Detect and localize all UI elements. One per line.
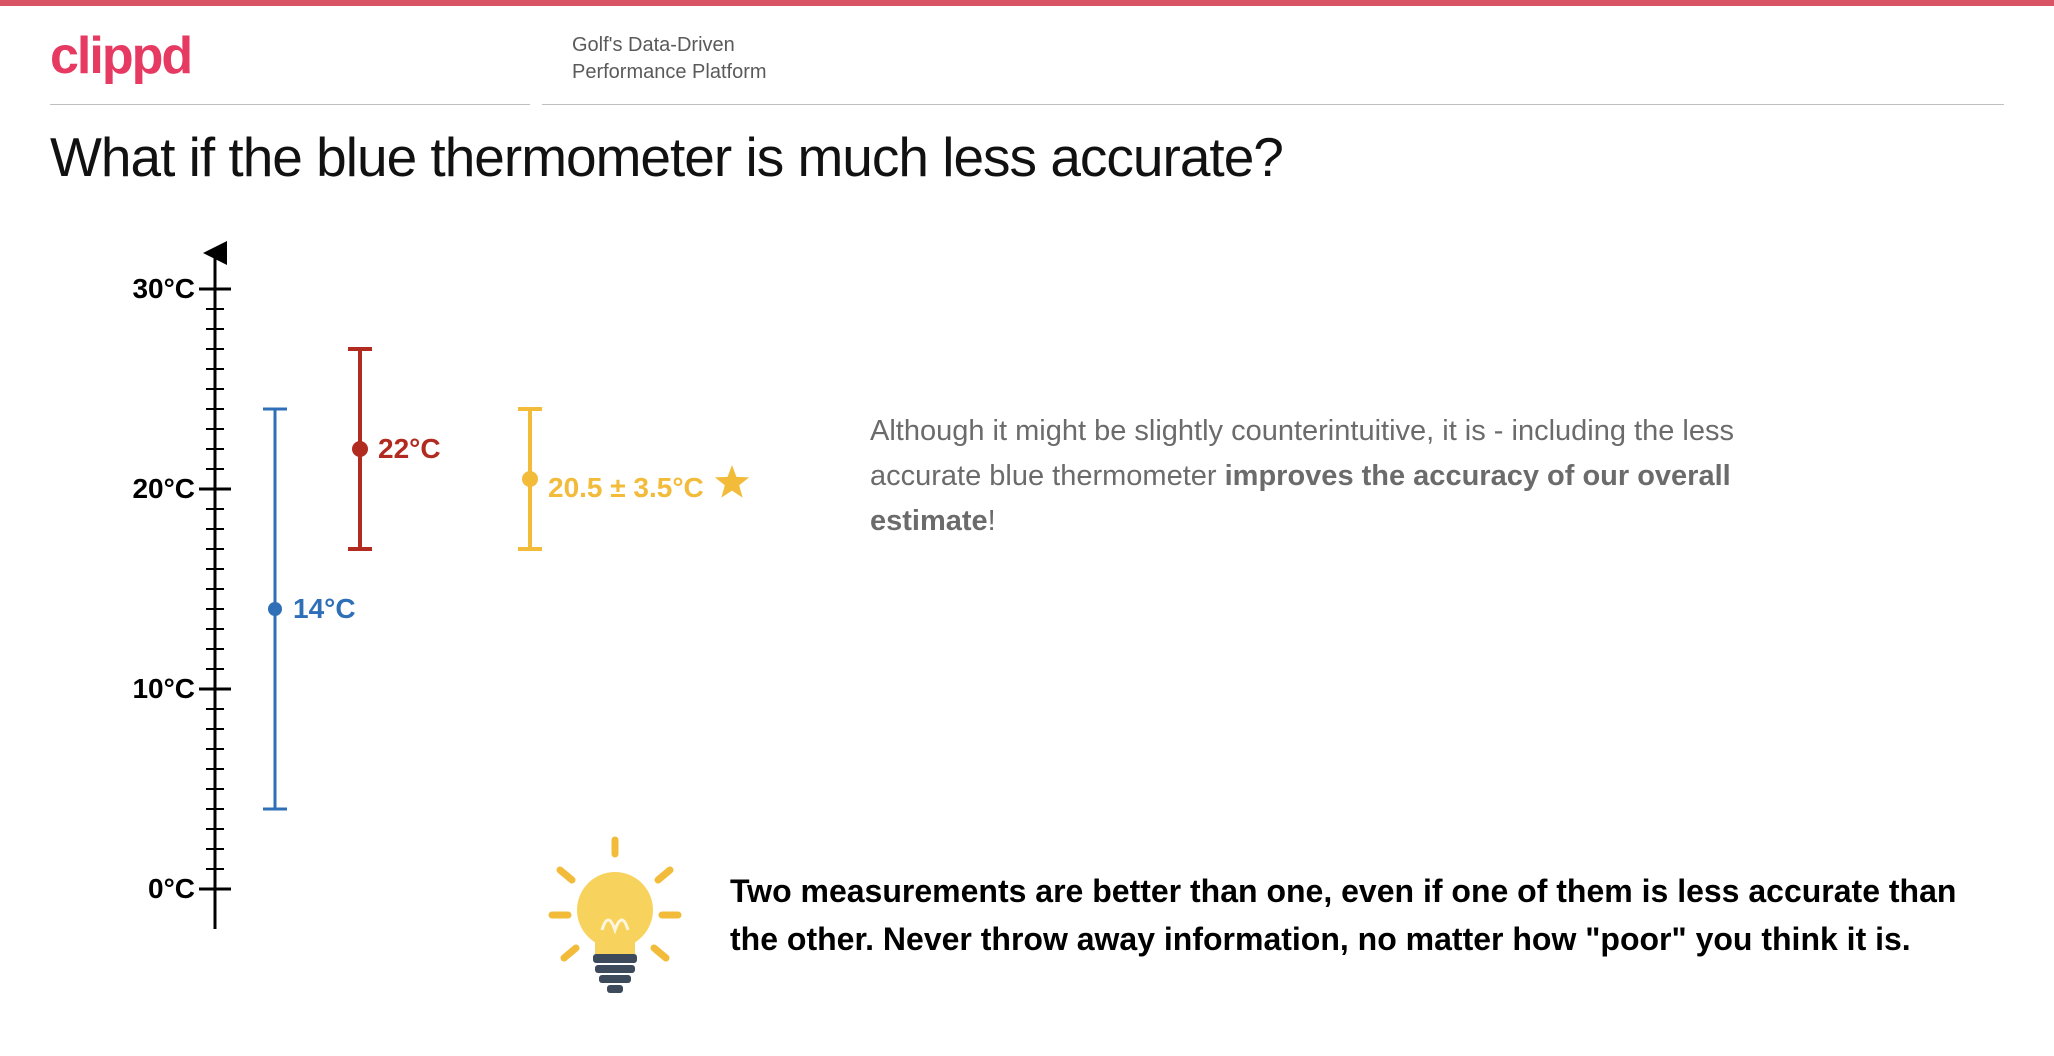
axis-tick-label: 30°C (115, 273, 195, 305)
page-title: What if the blue thermometer is much les… (0, 105, 2054, 189)
series-label-yellow: 20.5 ± 3.5°C (548, 463, 752, 504)
series-label-red: 22°C (378, 433, 441, 465)
lightbulb-icon (540, 830, 690, 1000)
header: clippd Golf's Data-Driven Performance Pl… (0, 6, 2054, 105)
insight-row: Two measurements are better than one, ev… (540, 830, 1994, 1000)
tagline-line2: Performance Platform (572, 61, 767, 83)
explanation-text: Although it might be slightly counterint… (870, 409, 1770, 544)
axis-tick-label: 10°C (115, 673, 195, 705)
tagline-line1: Golf's Data-Driven (572, 34, 735, 56)
tagline: Golf's Data-Driven Performance Platform (572, 32, 2004, 86)
tagline-container: Golf's Data-Driven Performance Platform (542, 26, 2004, 105)
star-icon (712, 463, 752, 503)
series-label-blue: 14°C (293, 593, 356, 625)
axis-tick-label: 20°C (115, 473, 195, 505)
logo-container: clippd (50, 26, 530, 105)
brand-logo: clippd (50, 26, 530, 86)
insight-text: Two measurements are better than one, ev… (730, 867, 1994, 963)
explain-suffix: ! (988, 505, 996, 537)
axis-tick-label: 0°C (115, 873, 195, 905)
